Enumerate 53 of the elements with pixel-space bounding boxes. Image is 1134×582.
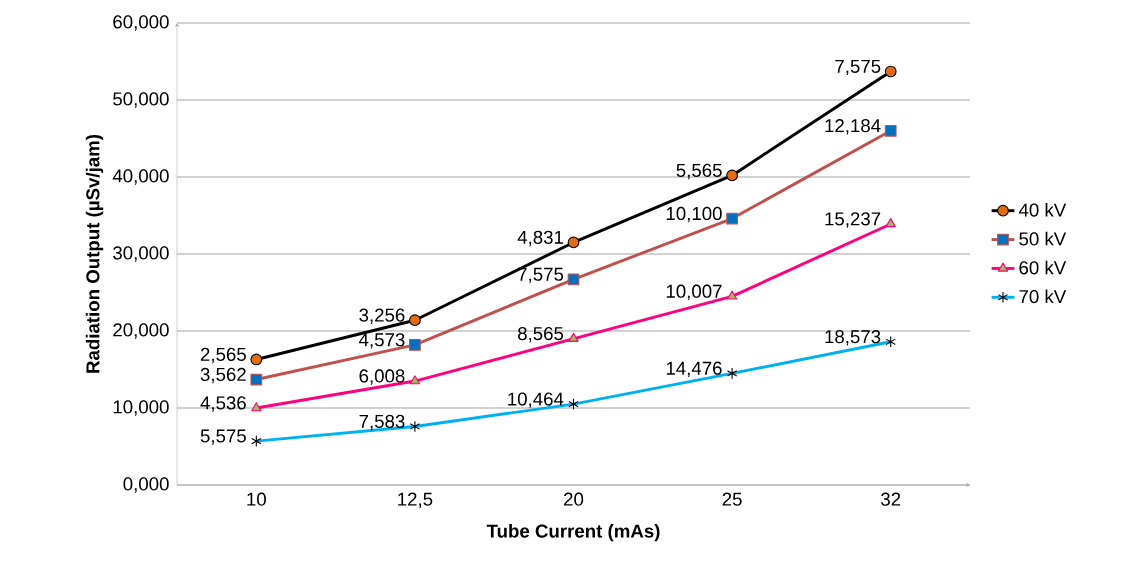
x-axis-title: Tube Current (mAs): [486, 523, 660, 542]
y-tick-label: 0,000: [123, 477, 169, 493]
point: [567, 236, 580, 249]
annotation: 4,536: [200, 396, 246, 412]
legend-label: 70 kV: [1019, 289, 1067, 304]
x-tick-label: 12,5: [398, 492, 433, 508]
point: [726, 212, 738, 225]
point: [726, 290, 738, 300]
point: [726, 169, 738, 182]
point: [251, 402, 262, 412]
y-tick-label: 10,000: [113, 400, 169, 416]
annotation: 6,008: [359, 369, 405, 385]
legend-label: 60 kV: [1019, 260, 1067, 275]
point: [250, 373, 263, 386]
y-tick-label: 50,000: [113, 92, 169, 108]
annotation: 7,575: [518, 267, 564, 284]
y-tick-label: 20,000: [113, 323, 169, 339]
point: [885, 218, 896, 228]
annotation: 8,565: [518, 326, 564, 343]
point: [409, 338, 421, 351]
annotation: 2,565: [200, 347, 246, 364]
annotation: 5,565: [676, 163, 722, 180]
annotation: 5,575: [200, 429, 246, 445]
point: [884, 124, 897, 137]
annotation: 7,575: [835, 59, 881, 76]
annotation: 4,831: [517, 230, 563, 247]
x-tick-label: 32: [881, 492, 901, 506]
point: [409, 375, 421, 385]
point: [884, 65, 897, 78]
annotation: 4,573: [359, 333, 405, 349]
annotation: 7,583: [359, 414, 405, 431]
x-tick-label: 20: [564, 492, 584, 506]
legend-label: 40 kV: [1018, 202, 1067, 217]
annotation: 18,573: [825, 330, 881, 346]
annotation: 3,256: [359, 308, 405, 324]
y-tick-label: 60,000: [113, 15, 169, 31]
point: [568, 332, 579, 342]
annotation: 10,100: [666, 206, 722, 223]
y-tick-label: 40,000: [112, 169, 169, 185]
annotation: 15,237: [825, 212, 881, 228]
y-tick-label: 30,000: [113, 246, 169, 262]
annotation: 10,007: [666, 284, 722, 301]
annotation: 12,184: [825, 119, 881, 135]
point: [567, 273, 580, 286]
point: [409, 314, 421, 327]
annotation: 14,476: [666, 361, 722, 378]
x-tick-label: 10: [247, 492, 266, 506]
x-tick-label: 25: [722, 492, 742, 506]
y-axis-title: Radiation Output (µSv/jam): [85, 134, 104, 373]
annotation: 3,562: [200, 367, 246, 384]
legend-label: 50 kV: [1019, 231, 1067, 246]
annotation: 10,464: [508, 392, 564, 408]
point: [250, 353, 263, 366]
